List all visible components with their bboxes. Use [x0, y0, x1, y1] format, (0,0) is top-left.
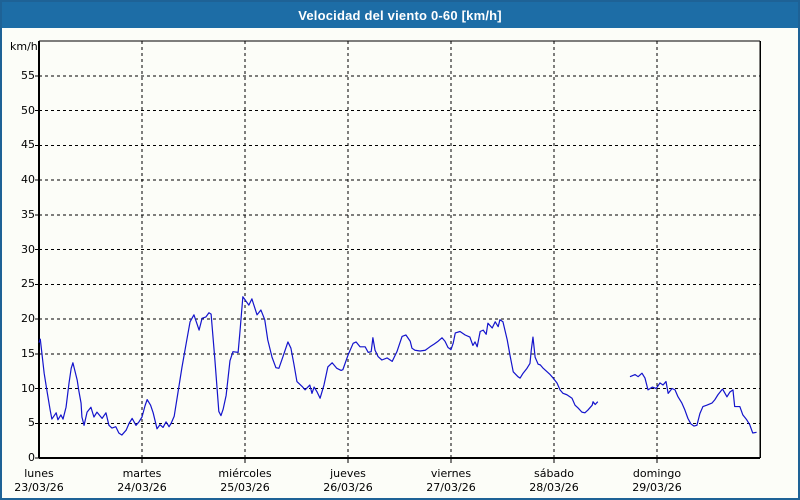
y-tick-label-25: 25 — [21, 277, 35, 291]
y-tick-label-5: 5 — [28, 416, 35, 430]
x-date-label-26/03/26: 26/03/26 — [323, 481, 373, 494]
x-day-label-martes: martes — [122, 467, 162, 480]
y-tick-label-30: 30 — [21, 242, 35, 256]
x-date-label-29/03/26: 29/03/26 — [632, 481, 682, 494]
x-date-label-24/03/26: 24/03/26 — [117, 481, 167, 494]
wind-speed-chart — [35, 40, 761, 463]
chart-title: Velocidad del viento 0-60 [km/h] — [298, 7, 502, 23]
y-tick-label-20: 20 — [21, 312, 35, 325]
y-tick-label-45: 45 — [21, 138, 35, 152]
x-day-label-lunes: lunes — [24, 467, 54, 480]
y-tick-label-40: 40 — [21, 173, 35, 186]
y-tick-label-55: 55 — [21, 68, 35, 82]
title-bar: Velocidad del viento 0-60 [km/h] — [2, 2, 798, 28]
x-date-label-27/03/26: 27/03/26 — [426, 481, 476, 494]
x-date-label-28/03/26: 28/03/26 — [529, 481, 579, 494]
y-axis-unit-label: km/h — [10, 40, 38, 53]
x-day-label-jueves: jueves — [330, 467, 366, 480]
y-tick-label-50: 50 — [21, 103, 35, 117]
y-tick-label-35: 35 — [21, 207, 35, 221]
y-tick-label-0: 0 — [28, 451, 35, 464]
x-day-label-domingo: domingo — [632, 467, 682, 480]
x-day-label-sábado: sábado — [534, 467, 574, 480]
x-day-label-viernes: viernes — [430, 467, 472, 480]
y-tick-label-10: 10 — [21, 381, 35, 395]
series-0-segment-1 — [629, 372, 757, 434]
x-day-label-miércoles: miércoles — [218, 467, 272, 480]
x-date-label-25/03/26: 25/03/26 — [220, 481, 270, 494]
series-0-segment-0 — [38, 296, 599, 436]
x-date-label-23/03/26: 23/03/26 — [14, 481, 64, 494]
y-tick-label-15: 15 — [21, 346, 35, 360]
